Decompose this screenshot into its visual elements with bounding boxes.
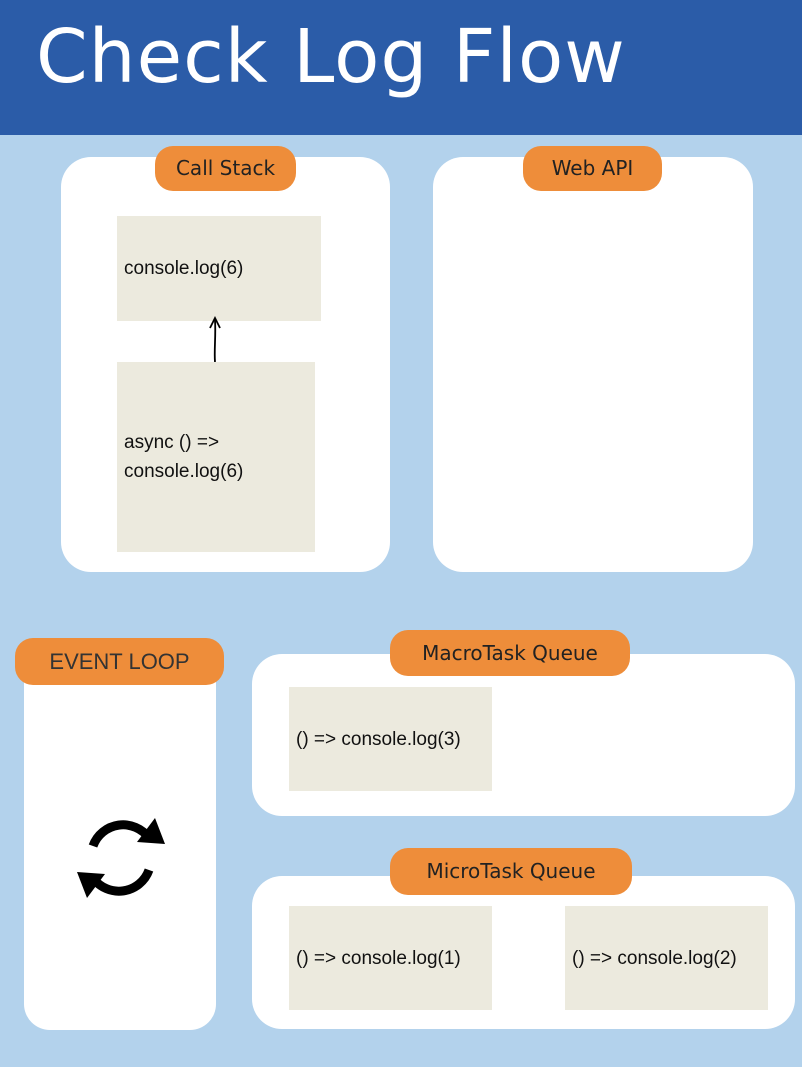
- call-stack-frame-bottom-text: async () => console.log(6): [124, 428, 243, 486]
- microtask-queue-label: MicroTask Queue: [390, 848, 632, 895]
- call-stack-frame-bottom-line2: console.log(6): [124, 461, 244, 482]
- macrotask-item: () => console.log(3): [289, 687, 492, 791]
- call-stack-label: Call Stack: [155, 146, 296, 191]
- event-loop-panel: [24, 650, 216, 1030]
- microtask-item: () => console.log(1): [289, 906, 492, 1010]
- web-api-label: Web API: [523, 146, 662, 191]
- microtask-item: () => console.log(2): [565, 906, 768, 1010]
- page-title: Check Log Flow: [36, 14, 626, 100]
- microtask-item-1-text: () => console.log(1): [296, 947, 461, 969]
- web-api-panel: [433, 157, 753, 572]
- macrotask-queue-label: MacroTask Queue: [390, 630, 630, 676]
- refresh-icon: [77, 818, 165, 898]
- call-stack-frame-bottom: async () => console.log(6): [117, 362, 315, 552]
- header-banner: Check Log Flow: [0, 0, 802, 135]
- macrotask-item-text: () => console.log(3): [296, 728, 461, 750]
- event-loop-label: EVENT LOOP: [15, 638, 224, 685]
- call-stack-frame-top-text: console.log(6): [124, 258, 244, 279]
- call-stack-frame-top: console.log(6): [117, 216, 321, 321]
- call-stack-arrow: [209, 315, 221, 363]
- call-stack-frame-bottom-line1: async () =>: [124, 432, 220, 453]
- microtask-item-2-text: () => console.log(2): [572, 947, 737, 969]
